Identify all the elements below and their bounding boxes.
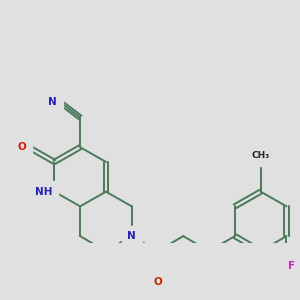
Text: NH: NH xyxy=(35,187,52,197)
Text: N: N xyxy=(128,231,136,241)
Text: O: O xyxy=(18,142,27,152)
Text: CH₃: CH₃ xyxy=(251,151,270,160)
Text: N: N xyxy=(48,98,57,107)
Text: O: O xyxy=(153,277,162,287)
Text: F: F xyxy=(288,261,296,271)
